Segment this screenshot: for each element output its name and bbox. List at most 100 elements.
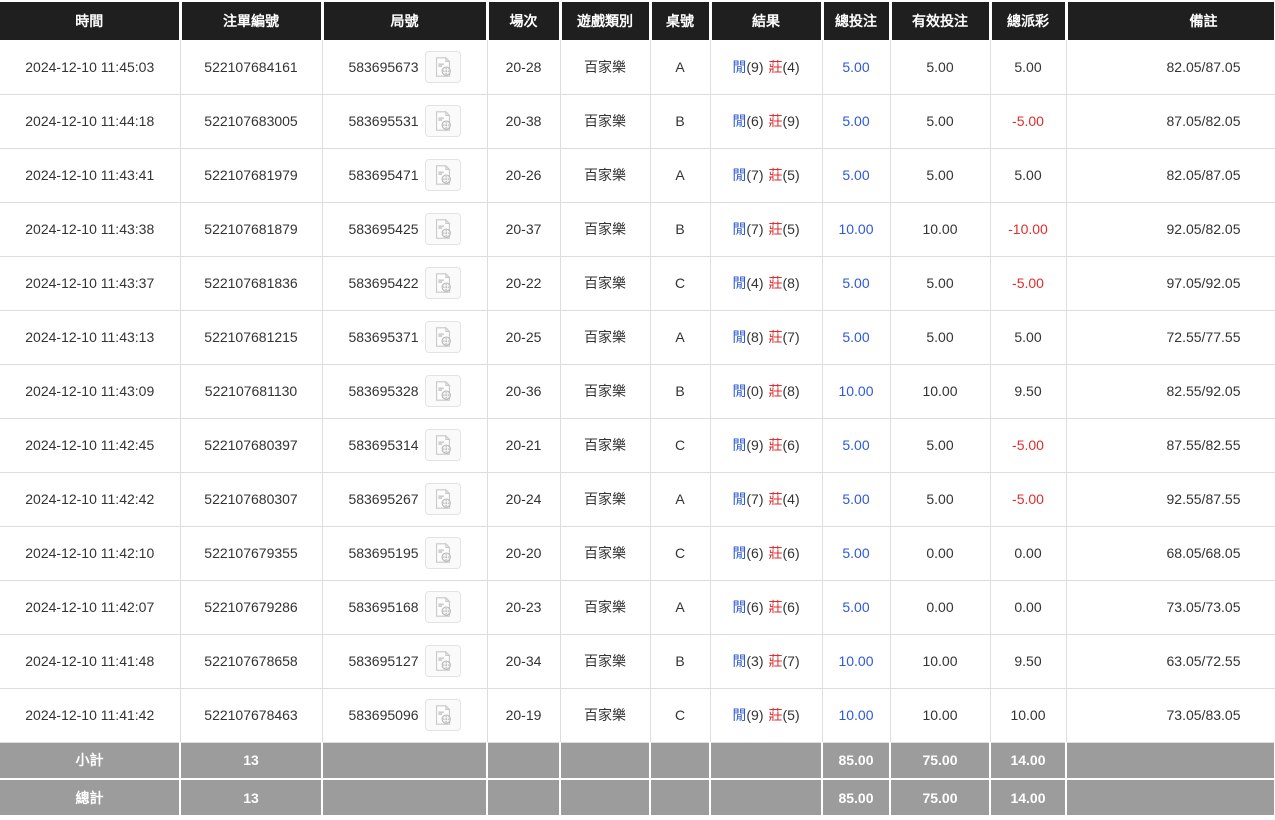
cell-remark: 73.05/73.05 <box>1066 580 1275 635</box>
total-bet-link[interactable]: 5.00 <box>842 167 870 183</box>
round-number: 583695328 <box>348 383 419 399</box>
round-number-group: 583695096 <box>323 699 487 731</box>
cell-round: 583695673 <box>322 40 488 95</box>
video-replay-button[interactable] <box>424 483 461 515</box>
cell-bet-id: 522107680307 <box>180 472 323 527</box>
total-bet-link[interactable]: 10.00 <box>838 707 874 723</box>
result-banker-points: (6) <box>782 437 800 453</box>
result-banker-points: (5) <box>782 707 800 723</box>
table-body: 2024-12-10 11:45:03 522107684161 583695673… <box>0 40 1275 817</box>
cell-session: 20-24 <box>487 472 561 527</box>
cell-table-no: B <box>650 364 711 419</box>
cell-result: 閒(7) 莊(4) <box>710 472 823 527</box>
result-player-points: (0) <box>746 383 764 399</box>
cell-payout: 9.50 <box>990 364 1067 419</box>
cell-bet-id: 522107679355 <box>180 526 323 581</box>
total-bet-link[interactable]: 5.00 <box>842 545 870 561</box>
total-bet-link[interactable]: 5.00 <box>842 275 870 291</box>
total-bet-link[interactable]: 10.00 <box>838 653 874 669</box>
result-banker-label: 莊 <box>768 383 783 399</box>
result-banker-points: (6) <box>782 599 800 615</box>
table-row: 2024-12-10 11:42:10 522107679355 583695195… <box>0 526 1275 581</box>
cell-valid-bet: 10.00 <box>890 364 991 419</box>
total-bet-link[interactable]: 5.00 <box>842 329 870 345</box>
cell-remark: 68.05/68.05 <box>1066 526 1275 581</box>
footer-empty-table <box>650 779 711 817</box>
video-replay-button[interactable] <box>424 105 461 137</box>
video-replay-button[interactable] <box>424 375 461 407</box>
cell-game-type: 百家樂 <box>560 688 651 743</box>
result-player-points: (6) <box>746 599 764 615</box>
cell-payout: -10.00 <box>990 202 1067 257</box>
footer-valid-bet: 75.00 <box>890 742 991 780</box>
cell-session: 20-26 <box>487 148 561 203</box>
cell-bet-id: 522107680397 <box>180 418 323 473</box>
result-banker-label: 莊 <box>768 653 783 669</box>
video-replay-button[interactable] <box>424 159 461 191</box>
result-banker-label: 莊 <box>768 58 783 75</box>
video-replay-button[interactable] <box>424 213 461 245</box>
column-header-time: 時間 <box>0 2 182 40</box>
result-player-points: (3) <box>746 653 764 669</box>
result-banker-points: (8) <box>782 275 800 291</box>
round-number-group: 583695314 <box>323 429 487 461</box>
total-bet-link[interactable]: 10.00 <box>838 221 874 237</box>
total-bet-link[interactable]: 5.00 <box>842 58 870 75</box>
cell-payout: 5.00 <box>990 148 1067 203</box>
cell-table-no: A <box>650 580 711 635</box>
footer-empty-table <box>650 742 711 780</box>
result-player-label: 閒 <box>732 707 747 723</box>
result-banker-label: 莊 <box>768 599 783 615</box>
cell-game-type: 百家樂 <box>560 364 651 419</box>
footer-empty-remark <box>1066 742 1275 780</box>
table-row: 2024-12-10 11:43:13 522107681215 583695371… <box>0 310 1275 365</box>
result-player-points: (9) <box>746 437 764 453</box>
result-player-points: (8) <box>746 329 764 345</box>
total-bet-link[interactable]: 5.00 <box>842 599 870 615</box>
cell-result: 閒(6) 莊(9) <box>710 94 823 149</box>
cell-round: 583695422 <box>322 256 488 311</box>
result-banker-points: (5) <box>782 167 800 183</box>
result-banker-label: 莊 <box>768 113 783 129</box>
total-bet-link[interactable]: 5.00 <box>842 437 870 453</box>
result-player-points: (4) <box>746 275 764 291</box>
result-banker-points: (8) <box>782 383 800 399</box>
cell-round: 583695195 <box>322 526 488 581</box>
video-replay-icon <box>435 434 451 455</box>
cell-round: 583695127 <box>322 634 488 689</box>
round-number-group: 583695425 <box>323 213 487 245</box>
cell-valid-bet: 10.00 <box>890 688 991 743</box>
cell-time: 2024-12-10 11:41:48 <box>0 634 181 689</box>
cell-remark: 87.05/82.05 <box>1066 94 1275 149</box>
result-player-label: 閒 <box>732 275 747 291</box>
result-player-label: 閒 <box>732 491 747 507</box>
round-number-group: 583695531 <box>323 105 487 137</box>
result-banker-label: 莊 <box>768 491 783 507</box>
cell-valid-bet: 5.00 <box>890 256 991 311</box>
result-player-label: 閒 <box>732 545 747 561</box>
video-replay-button[interactable] <box>424 591 461 623</box>
round-number: 583695371 <box>348 329 419 345</box>
round-number: 583695425 <box>348 221 419 237</box>
cell-game-type: 百家樂 <box>560 40 651 95</box>
total-bet-link[interactable]: 5.00 <box>842 113 870 129</box>
result-player-label: 閒 <box>732 167 747 183</box>
video-replay-icon <box>435 164 451 185</box>
round-number-group: 583695127 <box>323 645 487 677</box>
video-replay-button[interactable] <box>424 645 461 677</box>
result-player-label: 閒 <box>732 599 747 615</box>
cell-valid-bet: 5.00 <box>890 40 991 95</box>
table-row: 2024-12-10 11:42:42 522107680307 583695267… <box>0 472 1275 527</box>
video-replay-button[interactable] <box>424 321 461 353</box>
cell-time: 2024-12-10 11:42:45 <box>0 418 181 473</box>
total-bet-link[interactable]: 5.00 <box>842 491 870 507</box>
video-replay-button[interactable] <box>424 537 461 569</box>
video-replay-button[interactable] <box>424 50 461 83</box>
cell-remark: 87.55/82.55 <box>1066 418 1275 473</box>
cell-result: 閒(0) 莊(8) <box>710 364 823 419</box>
video-replay-button[interactable] <box>424 267 461 299</box>
result-banker-points: (4) <box>782 58 800 75</box>
video-replay-button[interactable] <box>424 429 461 461</box>
video-replay-button[interactable] <box>424 699 461 731</box>
total-bet-link[interactable]: 10.00 <box>838 383 874 399</box>
